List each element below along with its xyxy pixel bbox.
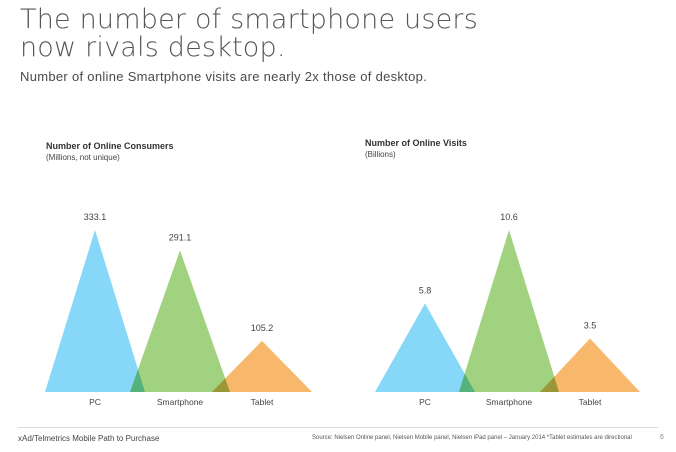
category-label-tablet-panel-1: Tablet [251, 397, 274, 407]
consumers-chart-title: Number of Online Consumers [46, 141, 174, 151]
visits-chart-title: Number of Online Visits [365, 138, 467, 148]
category-label-smartphone-panel-1: Smartphone [157, 397, 204, 407]
footer-divider [18, 427, 658, 428]
value-label-pc-panel-1: 333.1 [84, 212, 107, 222]
title-line-1: The number of smartphone users [20, 4, 478, 35]
category-label-pc-panel-2: PC [419, 397, 431, 407]
peak-smartphone-panel-2 [459, 230, 559, 392]
value-label-pc-panel-2: 5.8 [419, 285, 432, 295]
slide-title: The number of smartphone users now rivals… [20, 6, 478, 62]
category-label-tablet-panel-2: Tablet [579, 397, 602, 407]
title-line-2: now rivals desktop. [20, 32, 286, 63]
peak-tablet-panel-2 [540, 338, 640, 392]
category-label-smartphone-panel-2: Smartphone [486, 397, 533, 407]
value-label-tablet-panel-1: 105.2 [251, 323, 274, 333]
slide-subtitle: Number of online Smartphone visits are n… [20, 69, 428, 84]
footer-source-note: Source: Nielsen Online panel, Nielsen Mo… [312, 435, 632, 441]
footer-brand-text: xAd/Telmetrics Mobile Path to Purchase [18, 434, 160, 443]
value-label-smartphone-panel-2: 10.6 [500, 212, 518, 222]
category-label-pc-panel-1: PC [89, 397, 101, 407]
value-label-tablet-panel-2: 3.5 [584, 321, 597, 331]
visits-chart-unit: (Billions) [365, 150, 396, 159]
consumers-chart-unit: (Millions, not unique) [46, 153, 120, 162]
peak-tablet-panel-1 [212, 340, 312, 392]
peak-pc-panel-1 [45, 230, 145, 392]
peak-pc-panel-2 [375, 303, 475, 392]
value-label-smartphone-panel-1: 291.1 [169, 232, 192, 242]
peak-smartphone-panel-1 [130, 250, 230, 392]
page-number: 6 [660, 434, 664, 441]
